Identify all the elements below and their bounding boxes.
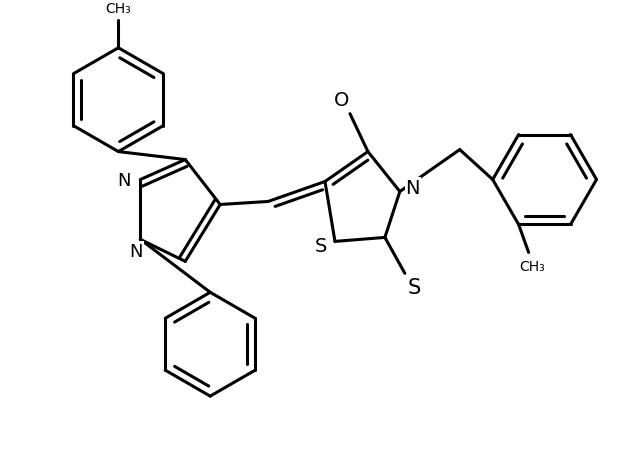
Text: CH₃: CH₃ (520, 260, 545, 274)
Text: N: N (118, 171, 131, 189)
Text: S: S (407, 278, 420, 298)
Text: N: N (406, 179, 420, 197)
Text: O: O (334, 91, 349, 110)
Text: CH₃: CH₃ (106, 2, 131, 16)
Text: N: N (129, 243, 143, 261)
Text: S: S (315, 236, 327, 255)
